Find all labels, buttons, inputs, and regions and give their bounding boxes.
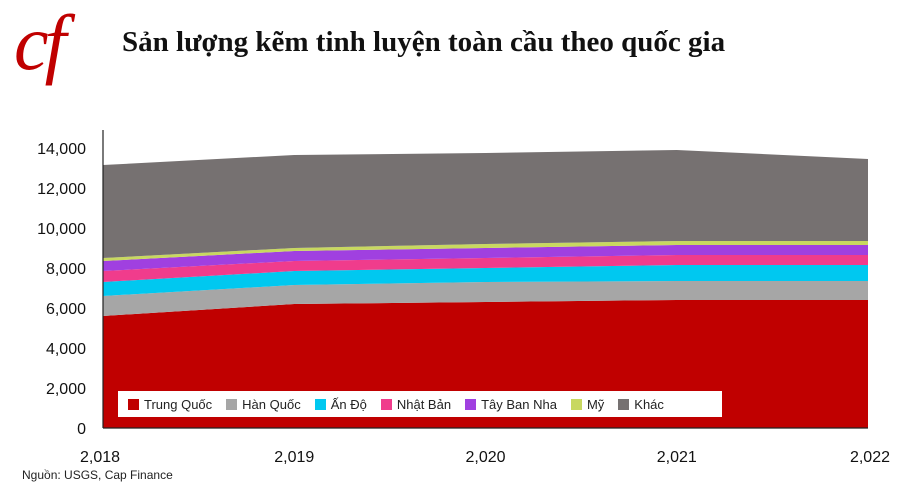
legend-label: Hàn Quốc [242,396,301,412]
y-tick-label: 0 [77,421,86,438]
legend-label: Mỹ [586,396,605,412]
source-note: Nguồn: USGS, Cap Finance [22,468,173,482]
legend-label: Nhật Bản [396,396,452,412]
x-tick-label: 2,022 [850,449,890,466]
legend-item: Tây Ban Nha [465,397,557,412]
area-series-4 [103,245,868,271]
y-tick-labels: 0 2,000 4,000 6,000 8,000 10,000 12,000 14,000 [37,141,86,438]
legend-swatch [226,398,238,410]
y-tick-label: 12,000 [37,181,86,198]
legend-label: Ấn Độ [330,396,367,412]
area-series-3 [103,255,868,282]
legend-item: Khác [618,397,664,412]
legend-swatch [128,398,139,410]
legend-swatch [314,398,326,410]
legend-item: Trung Quốc [128,397,212,412]
legend-item: Nhật Bản [380,396,452,412]
x-tick-label: 2,020 [465,449,505,466]
x-tick-label: 2,021 [657,449,697,466]
legend-label: Khác [634,396,664,412]
area-series-2 [103,265,868,296]
area-series-1 [103,281,868,316]
legend-swatch [570,398,582,410]
chart-title: Sản lượng kẽm tinh luyện toàn cầu theo q… [122,26,726,58]
legend-item: Mỹ [570,396,605,412]
x-tick-label: 2,019 [274,449,314,466]
area-series-group [103,150,868,428]
y-tick-label: 10,000 [37,221,86,238]
legend-label: Tây Ban Nha [481,396,557,412]
legend-swatch [465,398,477,410]
legend-item: Hàn Quốc [226,397,301,412]
legend-item: Ấn Độ [314,396,367,412]
cf-logo: cf [14,0,66,86]
x-tick-labels: 2,018 2,019 2,020 2,021 2,022 [80,449,890,466]
x-tick-label: 2,018 [80,449,120,466]
legend-swatch [618,398,630,410]
area-series-5 [103,241,868,261]
y-tick-label: 4,000 [46,341,86,358]
y-tick-label: 8,000 [46,261,86,278]
y-tick-label: 14,000 [37,141,86,158]
legend-label: Trung Quốc [144,396,213,412]
chart-legend: Trung Quốc Hàn Quốc Ấn Độ Nhật Bản Tây Ban N… [118,391,722,417]
area-series-6 [103,150,868,258]
y-tick-label: 6,000 [46,301,86,318]
legend-swatch [380,398,392,410]
y-tick-label: 2,000 [46,381,86,398]
